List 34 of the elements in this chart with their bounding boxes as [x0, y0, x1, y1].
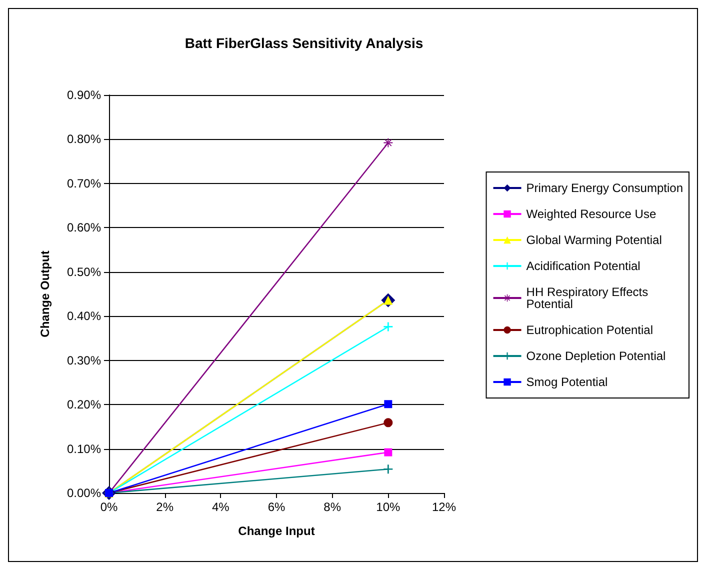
- legend-label: Weighted Resource Use: [526, 207, 656, 221]
- chart-title: Batt FiberGlass Sensitivity Analysis: [184, 35, 424, 51]
- x-tick-label: 4%: [212, 500, 230, 514]
- x-tick-label: 6%: [268, 500, 286, 514]
- point: [384, 448, 392, 456]
- x-axis-title: Change Input: [238, 524, 315, 538]
- y-tick-label: 0.40%: [66, 309, 102, 324]
- point: [384, 400, 392, 408]
- y-tick-label: 0.80%: [66, 132, 102, 146]
- y-tick-label: 0.10%: [66, 442, 102, 456]
- point: [384, 138, 393, 148]
- legend-label: Ozone Depletion Potential: [526, 349, 666, 363]
- y-tick-label: 0.50%: [66, 264, 102, 279]
- legend-label: Global Warming Potential: [526, 233, 662, 247]
- y-tick-label: 0.90%: [66, 88, 102, 102]
- y-tick-label: 0.30%: [66, 353, 102, 368]
- y-tick-label: 0.20%: [66, 398, 102, 412]
- y-tick-label: 0.00%: [66, 486, 102, 500]
- x-tick-label: 2%: [156, 500, 174, 514]
- legend-label: HH Respiratory Effects Potential: [526, 285, 652, 311]
- point: [384, 418, 393, 428]
- x-tick-label: 12%: [432, 500, 456, 514]
- y-tick-label: 0.70%: [66, 176, 102, 190]
- y-axis-title: Change Output: [38, 250, 52, 338]
- legend-label: Primary Energy Consumption: [526, 181, 684, 195]
- x-tick-label: 8%: [324, 500, 342, 514]
- x-tick-label: 10%: [376, 500, 400, 514]
- x-tick-label: 0%: [100, 500, 118, 514]
- legend-label: Acidification Potential: [526, 259, 640, 273]
- legend-label: Smog Potential: [526, 375, 608, 389]
- y-tick-label: 0.60%: [66, 220, 102, 235]
- point: [384, 464, 393, 474]
- point: [384, 322, 393, 332]
- legend-label: Eutrophication Potential: [526, 323, 654, 337]
